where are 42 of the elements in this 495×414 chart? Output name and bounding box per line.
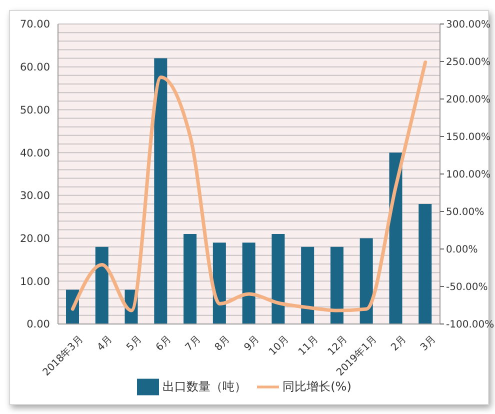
x-tick-label: 8月 — [213, 334, 232, 354]
y2-tick-label: 200.00% — [446, 94, 490, 106]
bar — [212, 242, 226, 324]
y2-tick-label: 150.00% — [446, 132, 490, 144]
y2-tick-label: -100.00% — [446, 320, 494, 331]
y-tick-label: 10.00 — [20, 276, 50, 288]
y2-tick-label: -50.00% — [446, 282, 488, 294]
bar — [360, 238, 373, 324]
y-tick-label: 40.00 — [20, 147, 50, 160]
y-tick-label: 50.00 — [20, 104, 50, 116]
bar — [95, 246, 108, 324]
y2-tick-label: 250.00% — [446, 57, 490, 68]
legend-label: 同比增长(%) — [282, 379, 352, 394]
bar — [330, 246, 344, 324]
y-tick-label: 30.00 — [20, 190, 50, 202]
y-tick-label: 20.00 — [20, 233, 50, 246]
y2-tick-label: 50.00% — [446, 207, 484, 218]
y-tick-label: 60.00 — [20, 62, 50, 74]
x-tick-label: 9月 — [242, 334, 262, 354]
y2-tick-label: 300.00% — [446, 20, 490, 31]
y2-tick-label: 0.00% — [446, 244, 478, 256]
x-tick-label: 3月 — [418, 334, 438, 354]
x-tick-label: 11月 — [296, 334, 321, 358]
x-tick-label: 10月 — [267, 334, 292, 358]
bar — [154, 58, 168, 324]
bar — [272, 234, 285, 324]
bar — [389, 152, 402, 324]
bar — [184, 234, 197, 324]
x-tick-label: 6月 — [154, 334, 174, 354]
y2-tick-label: 100.00% — [446, 170, 490, 181]
y-tick-label: 0.00 — [26, 318, 50, 331]
x-tick-label: 2月 — [389, 334, 409, 354]
y-tick-label: 70.00 — [20, 18, 50, 31]
line-series — [70, 60, 428, 312]
legend-label: 出口数量（吨） — [162, 379, 247, 394]
bar — [418, 204, 432, 324]
bar — [301, 246, 314, 324]
x-tick-label: 12月 — [326, 334, 350, 358]
bar — [242, 242, 256, 324]
x-tick-label: 7月 — [184, 334, 204, 354]
x-tick-label: 4月 — [96, 334, 115, 354]
x-tick-label: 5月 — [124, 334, 144, 354]
